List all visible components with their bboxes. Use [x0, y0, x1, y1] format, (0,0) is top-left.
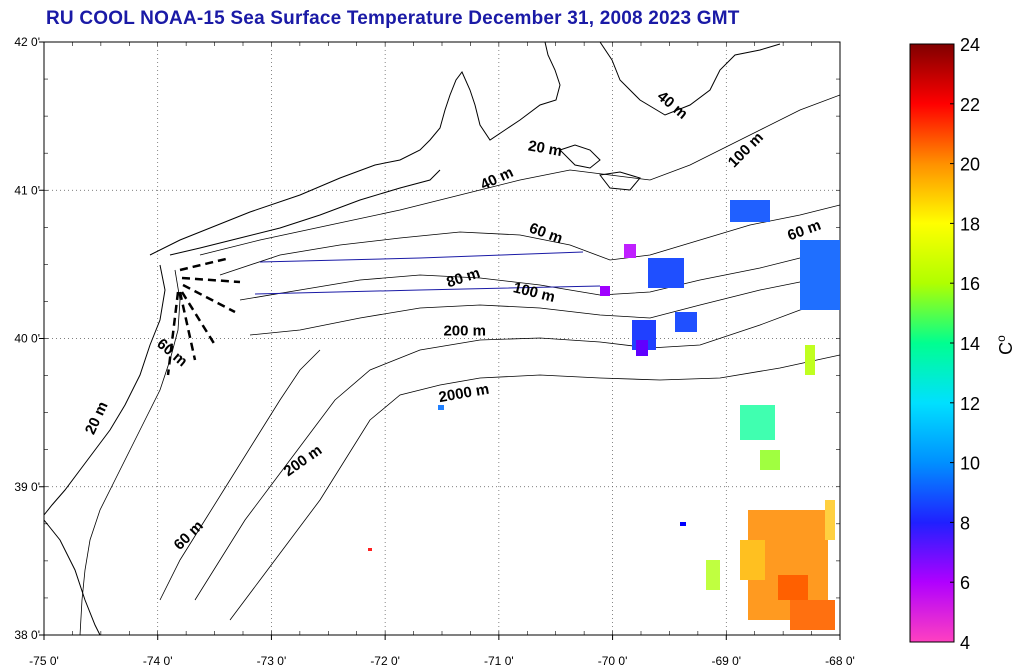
isobath-60m: [219, 204, 840, 276]
delaware-coast: [44, 519, 101, 635]
lon-tick-label: -71 0': [484, 654, 514, 668]
depth-label: 20 m: [527, 137, 564, 160]
lon-tick-label: -72 0': [370, 654, 400, 668]
colorbar-gradient: [909, 43, 955, 643]
depth-label: 200 m: [443, 323, 486, 340]
isobath-200m: [194, 299, 840, 601]
lon-tick-label: -69 0': [711, 654, 741, 668]
isobath-2000m: [229, 354, 840, 621]
colorbar-tick-label: 10: [960, 454, 980, 474]
isobath-20m: [79, 269, 181, 635]
lat-tick-label: 38 0': [14, 628, 40, 642]
coastline: [44, 42, 840, 635]
lat-tick-label: 40 0': [14, 332, 40, 346]
latitude-tick-labels: 38 0' 39 0' 40 0' 41 0' 42 0': [14, 35, 44, 642]
grid-lines: [43, 41, 841, 636]
long-island-south: [169, 169, 441, 256]
lon-tick-label: -75 0': [29, 654, 59, 668]
ship-track-1: [259, 251, 584, 263]
lon-tick-label: -70 0': [598, 654, 628, 668]
lat-tick-label: 39 0': [14, 480, 40, 494]
sst-data: [368, 200, 840, 630]
ship-track-2: [254, 285, 601, 295]
longitude-tick-labels: -75 0' -74 0' -73 0' -72 0' -71 0' -70 0' -69 …: [29, 635, 855, 668]
long-island-coast: [149, 42, 561, 256]
colorbar-tick-label: 4: [960, 633, 970, 653]
lon-tick-label: -74 0': [143, 654, 173, 668]
lon-tick-label: -68 0': [825, 654, 855, 668]
colorbar-tick-label: 22: [960, 95, 980, 115]
colorbar-unit-degree: o: [994, 335, 1008, 342]
isobath-100m: [249, 274, 840, 336]
isobath-80m: [239, 249, 840, 301]
new-jersey-coast: [44, 264, 166, 516]
colorbar-tick-label: 6: [960, 573, 970, 593]
colorbar-tick-labels: 24 22 20 18 16 14 12 10 8 6 4: [950, 35, 980, 653]
transect-lines: [166, 256, 241, 376]
colorbar-unit-text: C: [996, 342, 1016, 355]
colorbar-unit: Co: [994, 335, 1016, 355]
colorbar-tick-label: 18: [960, 214, 980, 234]
colorbar-tick-label: 24: [960, 35, 980, 55]
colorbar-tick-label: 14: [960, 334, 980, 354]
colorbar-tick-label: 12: [960, 394, 980, 414]
colorbar-tick-label: 16: [960, 274, 980, 294]
cape-cod-coast: [599, 42, 781, 116]
lat-tick-label: 41 0': [14, 183, 40, 197]
isobath-40m: [199, 94, 840, 256]
islands: [559, 144, 641, 191]
colorbar-tick-label: 20: [960, 155, 980, 175]
lat-tick-label: 42 0': [14, 35, 40, 49]
colorbar-tick-label: 8: [960, 513, 970, 533]
isobath-shelf-inner: [159, 349, 321, 601]
map-title: RU COOL NOAA-15 Sea Surface Temperature …: [46, 8, 740, 29]
lon-tick-label: -73 0': [257, 654, 287, 668]
